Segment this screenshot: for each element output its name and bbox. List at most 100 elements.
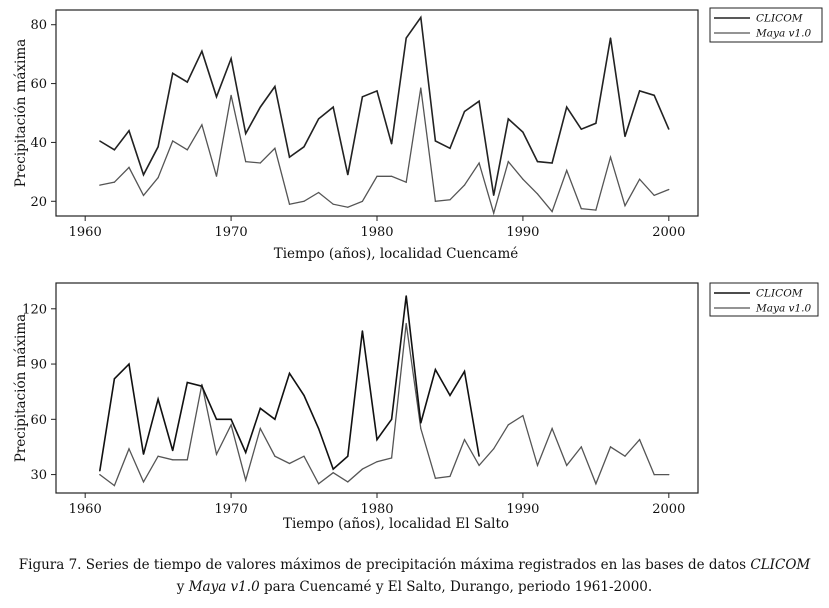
data-point-maya-v1-0 — [391, 175, 393, 177]
data-point-clicom — [609, 37, 612, 39]
data-point-clicom — [274, 85, 276, 88]
y-tick-label: 120 — [22, 302, 47, 317]
data-point-clicom — [463, 370, 466, 372]
data-point-clicom — [580, 128, 582, 130]
x-tick-label: 1990 — [506, 225, 539, 240]
data-point-maya-v1-0 — [332, 472, 334, 474]
data-point-clicom — [405, 37, 407, 39]
data-point-clicom — [157, 398, 159, 400]
data-point-clicom — [668, 128, 670, 130]
data-point-maya-v1-0 — [391, 457, 393, 459]
caption-prefix: Figura 7. Series de tiempo de valores má… — [18, 557, 751, 573]
x-tick-label: 1960 — [69, 225, 102, 240]
figure-caption: Figura 7. Series de tiempo de valores má… — [0, 554, 829, 598]
data-point-maya-v1-0 — [420, 87, 422, 89]
data-point-clicom — [142, 453, 145, 455]
data-point-maya-v1-0 — [186, 149, 188, 151]
data-point-maya-v1-0 — [566, 169, 568, 171]
data-point-clicom — [142, 174, 145, 176]
data-point-maya-v1-0 — [624, 205, 626, 207]
x-axis-label: Tiempo (años), localidad El Salto — [283, 516, 509, 532]
data-point-clicom — [303, 146, 305, 148]
data-point-clicom — [318, 118, 320, 120]
data-point-clicom — [259, 106, 261, 108]
chart-panel-1: 1960 1970 1980 1990 2000 20 40 60 80 Tiempo (años… — [13, 7, 823, 262]
data-point-clicom — [391, 418, 393, 420]
data-point-clicom — [376, 90, 378, 92]
data-point-maya-v1-0 — [157, 455, 159, 457]
legend-label: CLICOM — [756, 288, 803, 300]
data-point-maya-v1-0 — [522, 178, 524, 180]
data-point-clicom — [186, 81, 188, 83]
data-point-maya-v1-0 — [668, 188, 670, 191]
caption-maya: Maya v1.0 — [188, 579, 260, 595]
data-point-clicom — [128, 130, 130, 132]
data-point-clicom — [361, 330, 363, 332]
data-point-clicom — [639, 90, 641, 92]
data-point-clicom — [522, 131, 524, 133]
y-tick-label: 60 — [30, 77, 47, 92]
data-point-maya-v1-0 — [463, 439, 466, 441]
data-point-clicom — [507, 118, 509, 120]
data-point-maya-v1-0 — [536, 464, 539, 466]
data-point-clicom — [347, 174, 349, 176]
data-point-maya-v1-0 — [318, 191, 320, 194]
x-tick-label: 1990 — [506, 502, 539, 517]
data-point-clicom — [391, 143, 393, 145]
y-tick-label: 40 — [30, 136, 47, 151]
data-point-maya-v1-0 — [303, 455, 305, 457]
data-point-maya-v1-0 — [230, 94, 232, 96]
data-point-maya-v1-0 — [113, 485, 115, 487]
data-point-maya-v1-0 — [595, 209, 597, 211]
data-point-clicom — [113, 149, 115, 151]
data-point-clicom — [172, 450, 174, 452]
data-point-clicom — [288, 156, 291, 158]
data-point-maya-v1-0 — [303, 200, 305, 202]
data-point-maya-v1-0 — [580, 208, 582, 210]
x-tick-label: 1980 — [360, 225, 393, 240]
data-point-maya-v1-0 — [259, 427, 261, 430]
data-point-maya-v1-0 — [624, 455, 626, 457]
chart-panel-2: 1960 1970 1980 1990 2000 30 60 90 120 Tiempo (año… — [13, 282, 819, 532]
series-line-clicom — [99, 15, 670, 196]
data-point-maya-v1-0 — [245, 161, 247, 163]
caption-clicom: CLICOM — [750, 557, 811, 573]
data-point-clicom — [172, 72, 174, 74]
x-tick-label: 2000 — [652, 502, 685, 517]
data-point-maya-v1-0 — [405, 181, 407, 183]
data-point-clicom — [434, 369, 436, 371]
data-point-maya-v1-0 — [580, 446, 582, 448]
caption-joiner: y — [176, 579, 189, 595]
y-tick-label: 90 — [30, 358, 47, 373]
y-tick-label: 20 — [30, 195, 47, 210]
data-point-maya-v1-0 — [493, 212, 495, 214]
data-point-clicom — [215, 96, 218, 98]
data-point-maya-v1-0 — [347, 206, 349, 208]
data-point-maya-v1-0 — [449, 475, 451, 477]
data-point-maya-v1-0 — [405, 322, 407, 325]
data-point-maya-v1-0 — [288, 462, 291, 465]
data-point-maya-v1-0 — [347, 481, 349, 483]
data-point-clicom — [347, 455, 349, 457]
data-point-maya-v1-0 — [449, 199, 451, 201]
series-line-maya-v1-0 — [99, 323, 669, 487]
data-point-maya-v1-0 — [215, 453, 218, 455]
data-point-clicom — [478, 100, 480, 102]
data-point-maya-v1-0 — [128, 448, 130, 450]
data-point-maya-v1-0 — [609, 446, 612, 448]
legend-box — [709, 7, 823, 43]
x-tick-label: 1980 — [360, 502, 393, 517]
y-tick-label: 60 — [30, 413, 47, 428]
data-point-clicom — [405, 295, 407, 297]
data-point-maya-v1-0 — [215, 175, 218, 177]
data-point-clicom — [113, 378, 115, 380]
data-point-maya-v1-0 — [376, 175, 378, 177]
y-tick-label: 30 — [30, 468, 47, 483]
data-point-maya-v1-0 — [361, 200, 363, 202]
data-point-clicom — [420, 16, 422, 18]
data-point-clicom — [376, 439, 378, 441]
y-tick-label: 80 — [30, 18, 47, 33]
series-line-clicom — [99, 295, 480, 472]
data-point-maya-v1-0 — [434, 477, 436, 479]
legend-label: CLICOM — [756, 13, 803, 25]
